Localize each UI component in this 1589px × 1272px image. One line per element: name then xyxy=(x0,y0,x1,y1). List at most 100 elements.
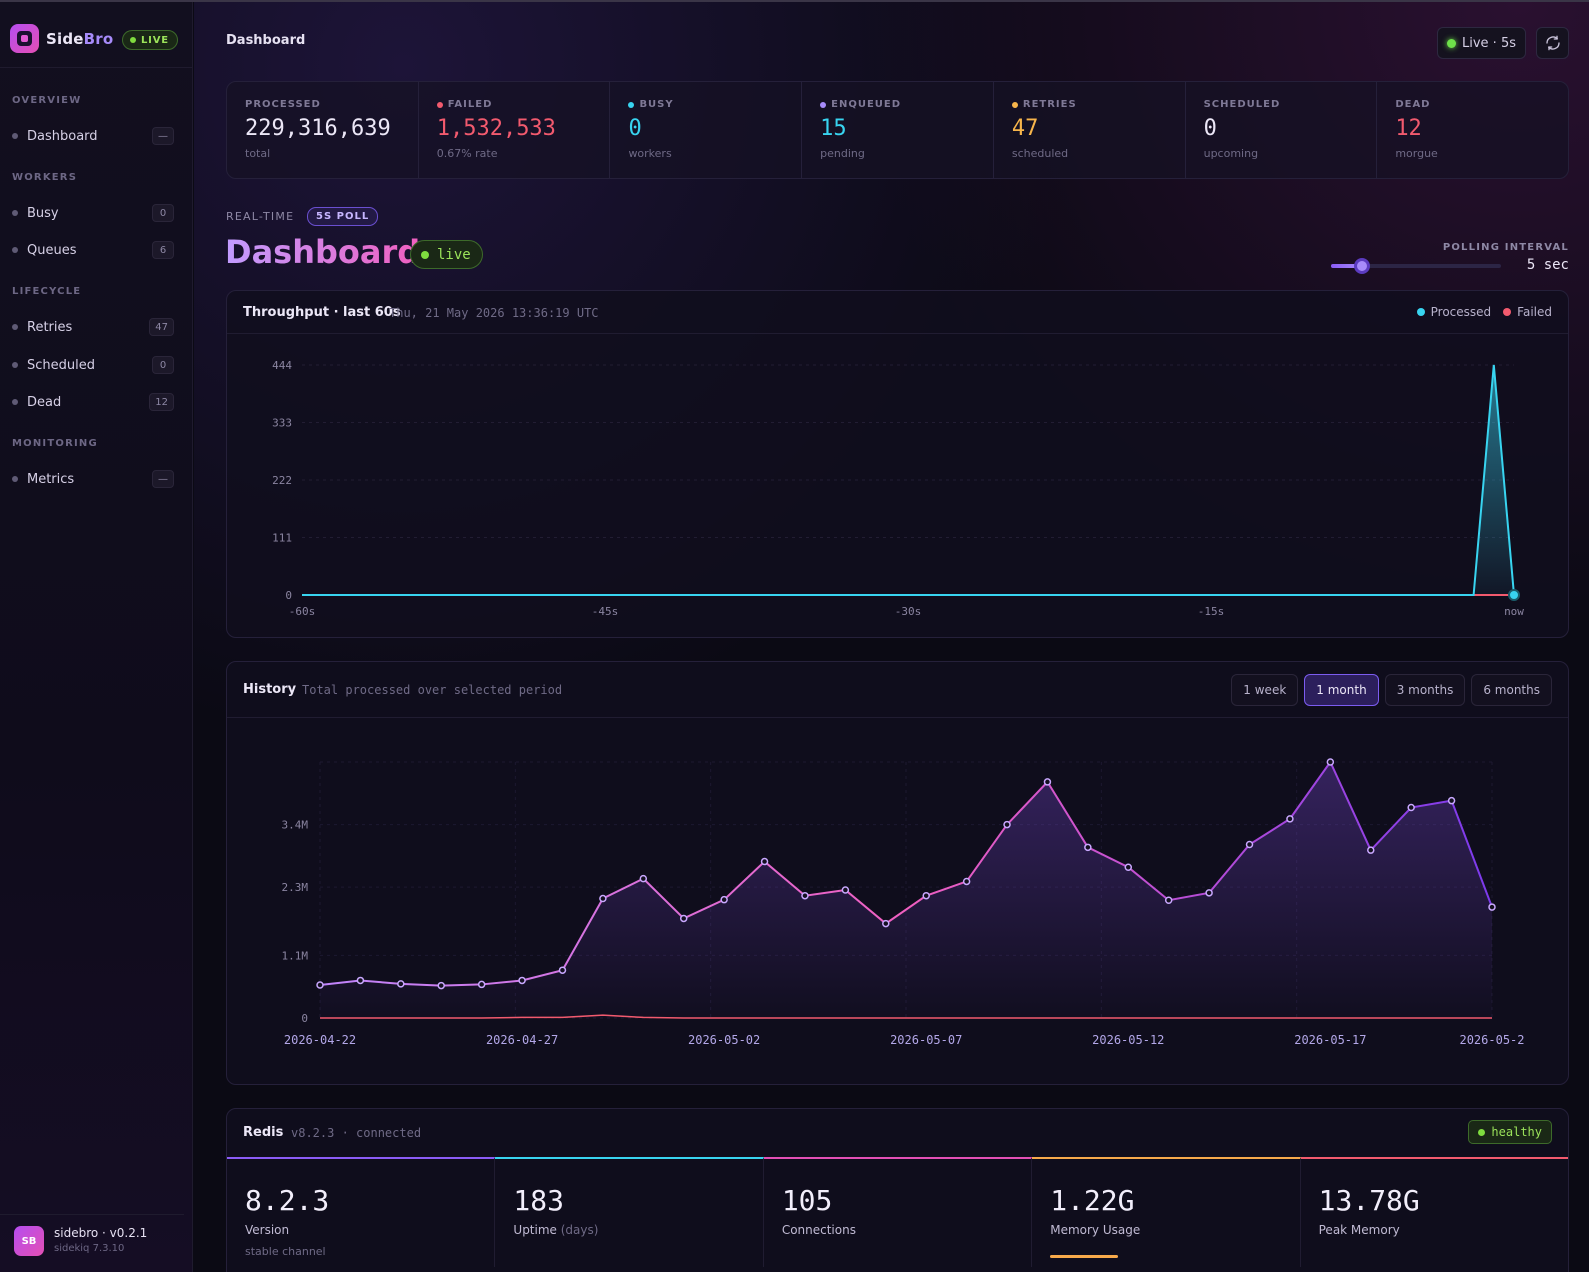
retries-dot-icon xyxy=(1011,101,1018,108)
brand[interactable]: SideBro xyxy=(10,24,113,53)
range-6-months-button[interactable]: 6 months xyxy=(1471,674,1552,706)
stat-label: SCHEDULED xyxy=(1203,99,1281,110)
stat-label: RETRIES xyxy=(1011,99,1185,110)
refresh-button[interactable] xyxy=(1536,27,1569,59)
redis-label: Memory Usage xyxy=(1050,1223,1141,1237)
processed-point xyxy=(679,914,688,923)
sidebar-item-queues[interactable]: Queues 6 xyxy=(12,238,174,262)
stat-sub: 0.67% rate xyxy=(436,147,498,160)
processed-point xyxy=(922,891,930,900)
polling-interval-slider[interactable] xyxy=(1331,258,1501,274)
legend-failed: Failed xyxy=(1503,305,1552,319)
y-tick-label: 0 xyxy=(285,589,292,602)
sidebar-item-count: 12 xyxy=(149,393,174,411)
sidebar: SideBro LIVE OVERVIEW Dashboard — WORKER… xyxy=(0,2,193,1272)
throughput-legend: Processed Failed xyxy=(1405,305,1552,319)
slider-handle[interactable] xyxy=(1353,258,1370,274)
y-tick-label: 222 xyxy=(272,474,292,487)
sidebar-item-count: — xyxy=(152,470,174,488)
processed-area xyxy=(320,762,1492,1018)
history-chart: 0 1.1M 2.3M 3.4M 2026-04-22 2026-04-27 2026-05… xyxy=(282,758,1525,1047)
stat-sub: workers xyxy=(628,147,672,160)
sidebar-item-scheduled[interactable]: Scheduled 0 xyxy=(12,353,174,377)
processed-line xyxy=(302,364,1515,596)
window-top-edge xyxy=(0,0,1589,2)
processed-point xyxy=(1084,843,1092,852)
breadcrumb: Dashboard xyxy=(226,33,306,48)
processed-point xyxy=(1205,889,1213,897)
sidebar-item-metrics[interactable]: Metrics — xyxy=(12,467,174,491)
redis-label: Uptime (days) xyxy=(513,1223,599,1237)
bullet-icon xyxy=(12,324,18,330)
y-tick-label: 1.1M xyxy=(282,949,309,962)
live-toggle-button[interactable]: Live · 5s xyxy=(1437,27,1526,59)
bullet-icon xyxy=(12,476,18,482)
y-tick-label: 2.3M xyxy=(282,881,309,894)
sidebro-logo-icon xyxy=(10,24,39,53)
sidebar-item-label: Queues xyxy=(27,242,77,258)
stat-sub: upcoming xyxy=(1203,147,1259,160)
processed-point xyxy=(397,980,405,988)
redis-subtitle: v8.2.3 · connected xyxy=(291,1126,422,1140)
processed-line xyxy=(319,760,1493,987)
range-1-month-button[interactable]: 1 month xyxy=(1304,674,1379,706)
processed-point xyxy=(1407,803,1415,812)
stat-label: BUSY xyxy=(628,99,801,110)
app-version: sidebro · v0.2.1 xyxy=(54,1226,148,1240)
sidebar-item-dashboard[interactable]: Dashboard — xyxy=(12,124,174,148)
failed-dot-icon xyxy=(436,101,443,108)
redis-label: Peak Memory xyxy=(1318,1223,1400,1237)
range-3-months-button[interactable]: 3 months xyxy=(1384,674,1466,706)
bullet-icon xyxy=(12,247,18,253)
range-1-week-button[interactable]: 1 week xyxy=(1231,674,1299,706)
sidebar-item-retries[interactable]: Retries 47 xyxy=(12,315,174,339)
stat-sub: morgue xyxy=(1395,147,1438,160)
bullet-icon xyxy=(12,362,18,368)
x-tick-label: 2026-05-12 xyxy=(1092,1033,1164,1047)
brand-name: SideBro xyxy=(46,29,114,48)
stat-dead[interactable]: DEAD 12 morgue xyxy=(1377,82,1568,178)
live-status-label: live xyxy=(437,246,471,263)
stat-failed[interactable]: FAILED 1,532,533 0.67% rate xyxy=(419,82,611,178)
memory-usage-bar xyxy=(1050,1255,1119,1258)
processed-point xyxy=(1326,758,1335,766)
x-tick-label: -60s xyxy=(289,605,316,618)
sidebar-item-busy[interactable]: Busy 0 xyxy=(12,201,174,225)
throughput-chart: 0 111 222 333 444 -60s -45s -30s -15s now xyxy=(272,359,1524,618)
x-tick-label: -30s xyxy=(895,605,922,618)
redis-value: 13.78G xyxy=(1318,1184,1420,1217)
busy-dot-icon xyxy=(628,101,635,108)
sidebar-item-count: 6 xyxy=(152,241,174,259)
avatar[interactable]: SB xyxy=(14,1226,44,1256)
processed-point xyxy=(841,886,850,894)
throughput-card-header: Throughput · last 60s Thu, 21 May 2026 1… xyxy=(227,291,1568,334)
history-card: History Total processed over selected pe… xyxy=(226,661,1569,1085)
sidebar-item-label: Metrics xyxy=(27,471,75,487)
stat-enqueued[interactable]: ENQUEUED 15 pending xyxy=(802,82,994,178)
processed-point xyxy=(437,981,445,990)
sidebar-item-count: 0 xyxy=(152,204,174,222)
x-tick-label: 2026-04-27 xyxy=(486,1033,558,1047)
processed-point xyxy=(1003,820,1011,829)
processed-point xyxy=(1286,815,1294,823)
processed-point xyxy=(720,895,728,904)
stat-processed[interactable]: PROCESSED 229,316,639 total xyxy=(227,82,419,178)
stat-retries[interactable]: RETRIES 47 scheduled xyxy=(994,82,1186,178)
stat-value: 0 xyxy=(628,116,642,141)
redis-value: 183 xyxy=(513,1184,564,1217)
stat-busy[interactable]: BUSY 0 workers xyxy=(610,82,803,178)
stat-scheduled[interactable]: SCHEDULED 0 upcoming xyxy=(1186,82,1378,178)
section-lifecycle: LIFECYCLE xyxy=(12,286,82,297)
history-card-header: History Total processed over selected pe… xyxy=(227,662,1568,718)
stat-value: 0 xyxy=(1203,116,1217,141)
processed-point xyxy=(558,966,567,974)
sidebar-item-dead[interactable]: Dead 12 xyxy=(12,390,174,414)
sidebar-item-count: — xyxy=(152,127,174,145)
range-selector: 1 week 1 month 3 months 6 months xyxy=(1231,674,1552,706)
stat-sub: pending xyxy=(820,147,865,160)
processed-point xyxy=(1164,896,1173,904)
bullet-icon xyxy=(12,210,18,216)
processed-point xyxy=(1043,778,1052,786)
processed-point xyxy=(1245,840,1254,849)
redis-tile-connections: 105 Connections xyxy=(763,1157,1033,1267)
